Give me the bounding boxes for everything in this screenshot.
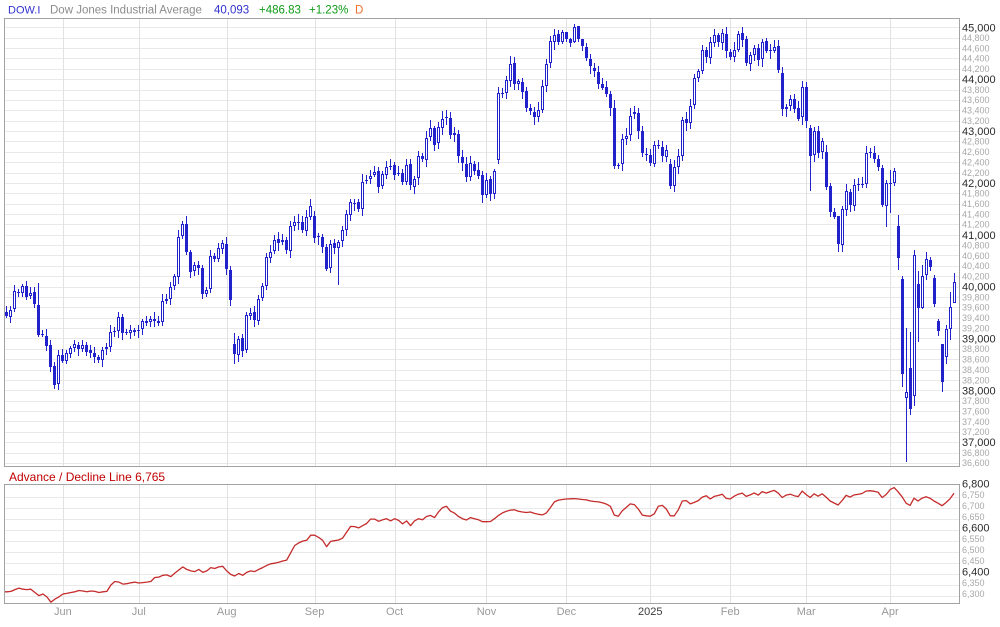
svg-text:38,600: 38,600 [962, 355, 990, 365]
svg-text:2025: 2025 [638, 606, 662, 618]
svg-text:40,400: 40,400 [962, 261, 990, 271]
svg-text:Jun: Jun [54, 606, 72, 618]
svg-text:6,400: 6,400 [962, 567, 990, 579]
svg-text:39,400: 39,400 [962, 313, 990, 323]
svg-text:6,650: 6,650 [962, 512, 985, 522]
svg-text:39,000: 39,000 [962, 334, 996, 346]
svg-text:Jul: Jul [132, 606, 146, 618]
svg-text:41,800: 41,800 [962, 189, 990, 199]
svg-text:38,400: 38,400 [962, 365, 990, 375]
svg-text:42,600: 42,600 [962, 147, 990, 157]
svg-text:39,600: 39,600 [962, 303, 990, 313]
svg-text:43,200: 43,200 [962, 116, 990, 126]
svg-text:6,450: 6,450 [962, 556, 985, 566]
svg-text:6,750: 6,750 [962, 490, 985, 500]
svg-text:40,600: 40,600 [962, 251, 990, 261]
svg-text:40,200: 40,200 [962, 272, 990, 282]
svg-text:42,200: 42,200 [962, 168, 990, 178]
svg-text:6,300: 6,300 [962, 589, 985, 599]
svg-text:Dec: Dec [557, 606, 577, 618]
svg-text:39,200: 39,200 [962, 323, 990, 333]
svg-text:36,800: 36,800 [962, 448, 990, 458]
svg-text:Aug: Aug [217, 606, 237, 618]
svg-text:43,800: 43,800 [962, 85, 990, 95]
svg-text:Oct: Oct [386, 606, 403, 618]
svg-text:44,600: 44,600 [962, 43, 990, 53]
svg-text:43,400: 43,400 [962, 106, 990, 116]
svg-text:37,800: 37,800 [962, 396, 990, 406]
svg-text:6,700: 6,700 [962, 501, 985, 511]
svg-text:38,200: 38,200 [962, 375, 990, 385]
svg-text:6,800: 6,800 [962, 478, 990, 490]
svg-text:44,200: 44,200 [962, 64, 990, 74]
svg-text:36,600: 36,600 [962, 458, 990, 468]
svg-text:41,000: 41,000 [962, 230, 996, 242]
svg-text:Feb: Feb [721, 606, 740, 618]
svg-text:41,400: 41,400 [962, 209, 990, 219]
svg-text:44,400: 44,400 [962, 54, 990, 64]
svg-text:44,800: 44,800 [962, 33, 990, 43]
svg-text:42,400: 42,400 [962, 157, 990, 167]
svg-text:40,800: 40,800 [962, 240, 990, 250]
svg-text:45,000: 45,000 [962, 22, 996, 34]
svg-text:39,800: 39,800 [962, 292, 990, 302]
svg-text:41,600: 41,600 [962, 199, 990, 209]
svg-text:40,000: 40,000 [962, 282, 996, 294]
svg-text:42,800: 42,800 [962, 137, 990, 147]
svg-text:Mar: Mar [797, 606, 816, 618]
svg-text:6,350: 6,350 [962, 578, 985, 588]
svg-text:41,200: 41,200 [962, 220, 990, 230]
svg-text:Nov: Nov [477, 606, 497, 618]
svg-text:37,600: 37,600 [962, 406, 990, 416]
svg-text:37,400: 37,400 [962, 417, 990, 427]
svg-text:38,000: 38,000 [962, 385, 996, 397]
svg-text:42,000: 42,000 [962, 178, 996, 190]
svg-text:37,000: 37,000 [962, 437, 996, 449]
svg-text:38,800: 38,800 [962, 344, 990, 354]
svg-text:6,600: 6,600 [962, 523, 990, 535]
svg-text:43,600: 43,600 [962, 95, 990, 105]
svg-text:6,500: 6,500 [962, 545, 985, 555]
svg-text:44,000: 44,000 [962, 74, 996, 86]
svg-text:Apr: Apr [882, 606, 899, 618]
svg-text:37,200: 37,200 [962, 427, 990, 437]
svg-text:43,000: 43,000 [962, 126, 996, 138]
svg-text:Advance / Decline Line 6,765: Advance / Decline Line 6,765 [9, 470, 165, 484]
svg-text:Sep: Sep [305, 606, 325, 618]
svg-text:6,550: 6,550 [962, 534, 985, 544]
